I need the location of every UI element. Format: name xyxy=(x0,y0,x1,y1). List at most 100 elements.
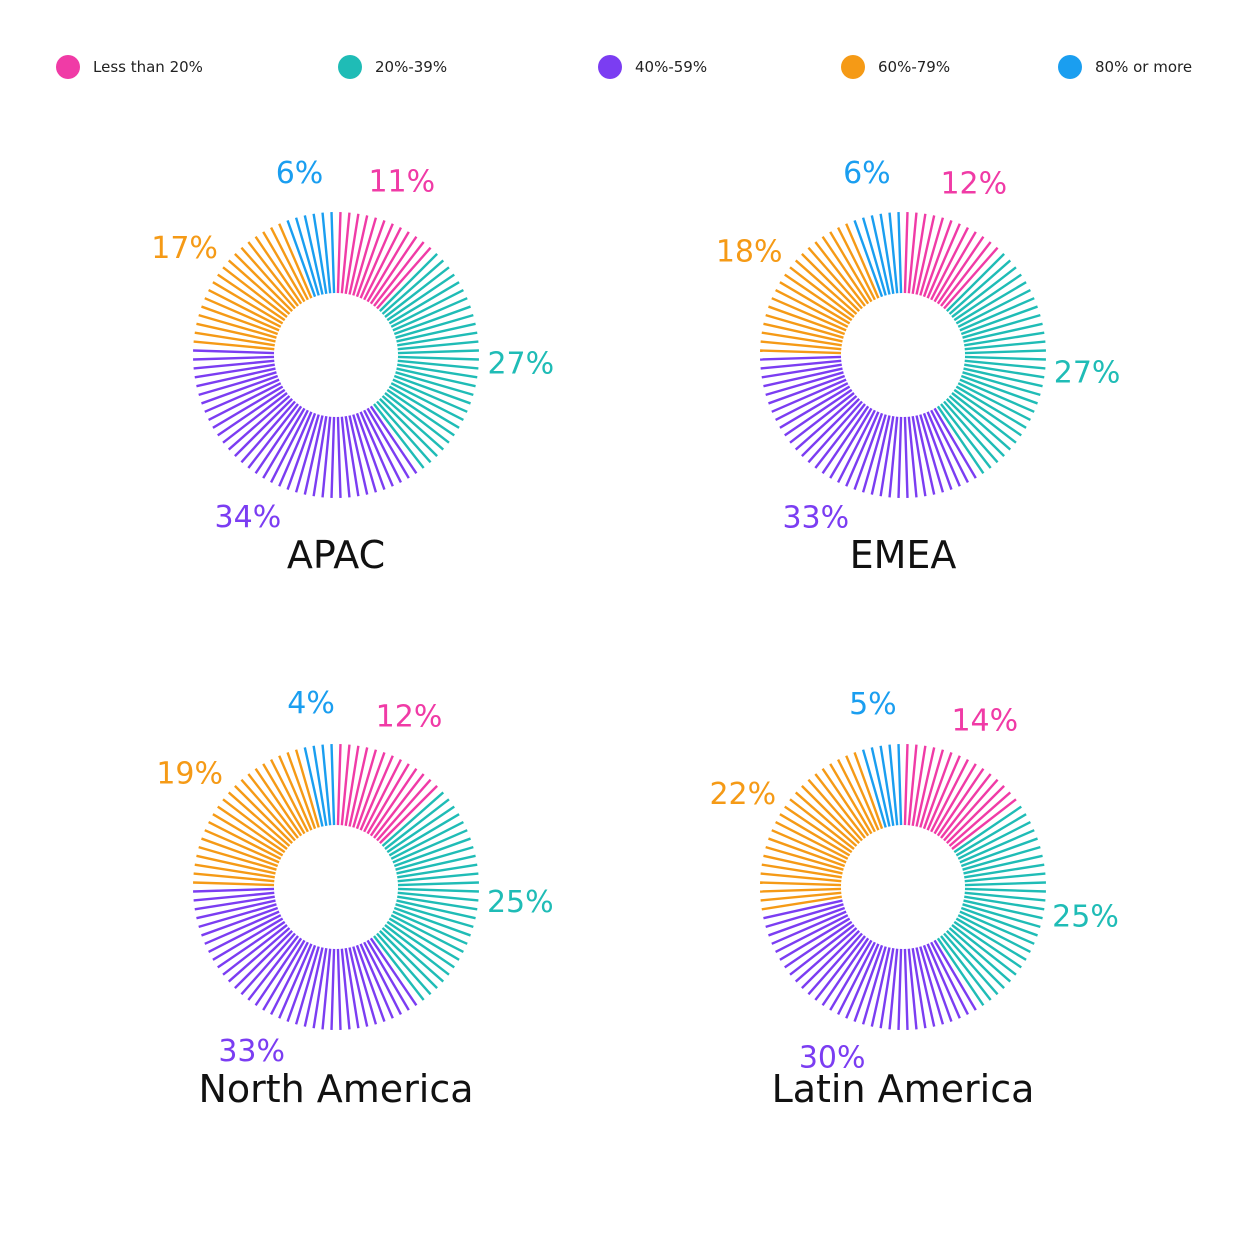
slice-less-than-20 xyxy=(903,212,999,310)
slice-line xyxy=(953,805,1022,854)
slice-line xyxy=(926,223,961,299)
slice-line xyxy=(870,215,891,295)
slice-line xyxy=(366,407,410,479)
slice-line xyxy=(794,395,858,451)
slice-line xyxy=(397,887,479,893)
slice-line xyxy=(960,837,1038,868)
slice-line xyxy=(392,829,468,864)
slice-line xyxy=(888,416,899,498)
slice-60-79 xyxy=(193,749,320,887)
slice-line xyxy=(837,941,876,1015)
slice-line xyxy=(768,305,846,336)
slice-line xyxy=(278,755,313,831)
slice-line xyxy=(948,927,1012,983)
slice-line xyxy=(303,947,324,1027)
slice-line xyxy=(801,253,861,313)
slice-line xyxy=(384,798,450,850)
slice-line xyxy=(959,829,1035,864)
slice-line xyxy=(193,349,275,355)
slice-line xyxy=(933,231,977,303)
slice-line xyxy=(953,920,1022,969)
slice-line xyxy=(957,821,1031,860)
slice-line xyxy=(384,924,450,976)
slice-line xyxy=(951,924,1017,976)
slice-line xyxy=(312,948,328,1029)
slice-line xyxy=(930,409,969,483)
slice-line xyxy=(955,813,1027,857)
slice-line xyxy=(953,273,1022,322)
slice-line xyxy=(768,837,846,868)
slice-line xyxy=(344,745,360,826)
slice-line xyxy=(940,773,992,839)
slice-line xyxy=(936,768,985,837)
slice-line xyxy=(936,937,985,1006)
slice-line xyxy=(829,231,873,303)
data-label-less-than-20: 11% xyxy=(368,165,435,200)
chart-north-america: 12% 25% 33% 19% 4% North America xyxy=(156,686,553,1111)
slice-line xyxy=(879,416,895,497)
slice-line xyxy=(922,944,953,1022)
slice-line xyxy=(352,414,378,493)
slice-line xyxy=(955,281,1027,325)
slice-line xyxy=(960,906,1038,937)
slice-line xyxy=(201,837,279,868)
slice-line xyxy=(278,223,313,299)
slice-line xyxy=(897,416,903,498)
slice-line xyxy=(321,744,332,826)
slice-80-or-more xyxy=(853,212,903,298)
slice-line xyxy=(369,768,418,837)
slice-line xyxy=(948,259,1012,315)
slice-60-79 xyxy=(193,223,313,351)
slice-line xyxy=(204,297,280,332)
slice-line xyxy=(386,273,455,322)
slice-line xyxy=(845,411,880,487)
slice-line xyxy=(373,241,425,307)
slice-line xyxy=(378,929,438,989)
data-label-80-or-more: 5% xyxy=(849,687,897,722)
slice-line xyxy=(227,395,291,451)
slice-line xyxy=(397,363,478,379)
slice-less-than-20 xyxy=(336,744,438,845)
slice-line xyxy=(348,747,369,827)
slice-line xyxy=(363,759,402,833)
slice-line xyxy=(807,400,863,464)
slice-line xyxy=(953,388,1022,437)
slice-line xyxy=(193,872,275,883)
slice-line xyxy=(936,405,985,474)
slice-line xyxy=(294,217,320,296)
slice-line xyxy=(922,220,953,298)
slice-line xyxy=(388,917,460,961)
slice-line xyxy=(393,305,471,336)
slice-line xyxy=(760,349,842,355)
slice-line xyxy=(903,948,909,1030)
slice-line xyxy=(897,212,903,294)
slice-20-39 xyxy=(936,253,1046,474)
slice-line xyxy=(395,903,474,929)
data-label-40-59: 34% xyxy=(215,500,282,535)
slice-line xyxy=(262,939,306,1011)
slice-line xyxy=(962,845,1041,871)
slice-line xyxy=(330,212,336,294)
slice-line xyxy=(760,359,842,370)
slice-line xyxy=(194,331,275,347)
slice-line xyxy=(240,400,296,464)
slice-line xyxy=(870,747,891,827)
slice-80-or-more xyxy=(286,212,336,298)
slice-line xyxy=(907,416,918,498)
slice-line xyxy=(951,266,1017,318)
slice-line xyxy=(201,374,279,405)
slice-line xyxy=(222,924,288,976)
slice-line xyxy=(933,939,977,1011)
slice-60-79 xyxy=(760,752,884,911)
slice-line xyxy=(392,910,468,945)
slice-80-or-more xyxy=(303,744,336,827)
data-label-40-59: 33% xyxy=(782,501,849,536)
legend-label-20-39: 20%-39% xyxy=(375,58,448,76)
slice-line xyxy=(964,895,1045,911)
slice-line xyxy=(396,854,476,875)
slice-line xyxy=(212,917,284,961)
slice-line xyxy=(789,798,855,850)
slice-line xyxy=(821,937,870,1006)
slice-line xyxy=(363,941,402,1015)
slice-line xyxy=(948,791,1012,847)
